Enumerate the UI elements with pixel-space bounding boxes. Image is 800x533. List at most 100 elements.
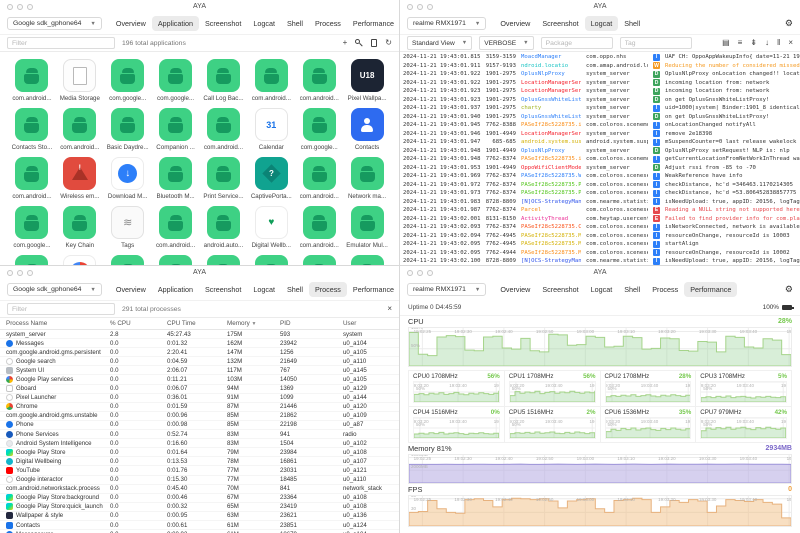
soft-wrap-icon[interactable]: ≡ [737, 38, 743, 47]
tab-logcat[interactable]: Logcat [584, 16, 619, 31]
app-item[interactable] [202, 255, 246, 265]
tab-performance[interactable]: Performance [684, 282, 738, 297]
close-button[interactable] [407, 3, 413, 10]
app-item[interactable]: com.android... [297, 59, 341, 102]
log-row[interactable]: 2024-11-21 19:43:02.095 7762-4945 PASeIf28… [403, 240, 800, 249]
process-row[interactable]: System UI 0.0 2:06.07 117M 767 u0_a145 [0, 366, 399, 376]
process-row[interactable]: Google Play Store:quick_launch 0.0 0:00.32… [0, 503, 399, 512]
process-row[interactable]: Phone 0.0 0:00.98 85M 22198 u0_a87 [0, 421, 399, 431]
log-row[interactable]: 2024-11-21 19:43:01.937 1901-2975 charty sy… [403, 104, 800, 113]
app-item[interactable]: com.android... [154, 206, 198, 249]
tab-application[interactable]: Application [157, 285, 193, 294]
process-row[interactable]: Chrome 0.0 0:01.59 87M 21446 u0_a120 [0, 403, 399, 412]
col-memory[interactable]: Memory ▼ [227, 320, 257, 327]
log-row[interactable]: 2024-11-21 19:43:01.940 1901-2975 OplusGns… [403, 113, 800, 122]
log-row[interactable]: 2024-11-21 19:43:01.953 1901-4949 OppoWifi… [403, 164, 800, 173]
process-row[interactable]: Contacts 0.0 0:00.61 61M 23851 u0_a124 [0, 521, 399, 531]
filter-input[interactable] [7, 303, 115, 315]
device-select[interactable]: Google sdk_gphone64 ▼ [7, 283, 102, 296]
log-row[interactable]: 2024-11-21 19:43:01.815 3159-3159 MoacdMan… [403, 53, 800, 62]
log-row[interactable]: 2024-11-21 19:43:02.100 8728-8809 [N]OCS-S… [403, 257, 800, 265]
app-item[interactable]: com.android... [249, 59, 293, 102]
tab-process[interactable]: Process [652, 285, 679, 294]
process-row[interactable]: Phone Services 0.0 0:52.74 83M 941 radio [0, 430, 399, 440]
app-item[interactable]: ♥ Digital Wellb... [249, 206, 293, 249]
app-item[interactable]: Emulator Mul... [345, 206, 389, 249]
app-item[interactable]: ↓ Download M... [106, 157, 150, 200]
log-row[interactable]: 2024-11-21 19:43:01.948 1901-4949 OplusNlp… [403, 147, 800, 156]
process-row[interactable]: Google interactor 0.0 0:15.30 77M 18485 u0_a1… [0, 476, 399, 485]
log-row[interactable]: 2024-11-21 19:43:01.972 7762-8374 PASeIf28… [403, 181, 800, 190]
log-row[interactable]: 2024-11-21 19:43:01.922 1901-2975 Location… [403, 79, 800, 88]
app-item[interactable]: Print Service... [202, 157, 246, 200]
app-item[interactable] [345, 255, 389, 265]
process-row[interactable]: Google Play Store 0.0 0:01.64 79M 23984 u0_a1… [0, 448, 399, 458]
filter-input[interactable] [7, 37, 115, 49]
process-row[interactable]: system_server 2.8 45:27.43 175M 593 system [0, 330, 399, 340]
log-row[interactable]: 2024-11-21 19:43:02.001 8131-8150 Activity… [403, 215, 800, 224]
app-item[interactable]: Media Storage [58, 59, 102, 102]
process-row[interactable]: Google Play Store:background 0.0 0:00.46 67… [0, 494, 399, 503]
log-level-select[interactable]: VERBOSE ▼ [479, 36, 534, 50]
settings-gear-icon[interactable]: ⚙ [784, 18, 793, 28]
process-row[interactable]: com.google.android.gms.unstable 0.0 0:00.9… [0, 412, 399, 421]
tab-screenshot[interactable]: Screenshot [205, 19, 242, 28]
app-item[interactable] [58, 255, 102, 265]
app-item[interactable] [106, 255, 150, 265]
log-row[interactable]: 2024-11-21 19:43:01.948 7762-8374 PASeIf28… [403, 155, 800, 164]
col-process-name[interactable]: Process Name [6, 320, 48, 327]
log-row[interactable]: 2024-11-21 19:43:01.969 7762-8374 PASeIf28… [403, 172, 800, 181]
close-button[interactable] [407, 269, 413, 276]
app-item[interactable]: com.android... [58, 108, 102, 151]
package-filter-input[interactable] [540, 37, 613, 49]
log-row[interactable]: 2024-11-21 19:43:01.987 7762-8374 Parcel co… [403, 206, 800, 215]
app-item[interactable]: ! Wireless em... [58, 157, 102, 200]
process-row[interactable]: Messages:rcs0.00:00.9361M18679u0_a104 [0, 530, 399, 533]
col-cpu[interactable]: % CPU [110, 320, 131, 327]
app-item[interactable]: Basic Daydre... [106, 108, 150, 151]
tab-shell[interactable]: Shell [624, 285, 641, 294]
process-row[interactable]: Gboard 0.0 0:06.07 94M 1369 u0_a129 [0, 385, 399, 394]
app-item[interactable]: com.google... [106, 59, 150, 102]
scroll-to-end-icon[interactable]: ⇟ [750, 38, 758, 47]
tab-overview[interactable]: Overview [115, 285, 146, 294]
app-item[interactable]: com.google... [10, 206, 54, 249]
save-log-icon[interactable]: ▤ [722, 38, 730, 47]
clear-log-icon[interactable]: × [788, 38, 793, 47]
tab-screenshot[interactable]: Screenshot [542, 19, 579, 28]
refresh-icon[interactable]: ↻ [385, 38, 392, 47]
log-row[interactable]: 2024-11-21 19:43:01.945 7762-8388 PASeIf28… [403, 121, 800, 130]
download-icon[interactable]: ↓ [765, 38, 770, 47]
close-button[interactable] [7, 3, 13, 10]
app-item[interactable]: com.android... [297, 206, 341, 249]
tab-process[interactable]: Process [308, 282, 347, 297]
process-row[interactable]: Messages 0.0 0:01.32 162M 23942 u0_a104 [0, 339, 399, 349]
app-item[interactable]: com.android... [202, 108, 246, 151]
app-item[interactable]: com.google... [297, 108, 341, 151]
tag-filter-input[interactable] [619, 37, 692, 49]
tab-overview[interactable]: Overview [115, 19, 146, 28]
tab-overview[interactable]: Overview [500, 285, 531, 294]
process-row[interactable]: Google search 0.0 0:04.59 132M 21649 u0_a110 [0, 357, 399, 367]
tab-process[interactable]: Process [314, 19, 341, 28]
app-item[interactable]: com.android... [10, 157, 54, 200]
kill-process-icon[interactable]: × [387, 304, 392, 313]
tab-shell[interactable]: Shell [624, 19, 641, 28]
app-item[interactable]: Contacts [345, 108, 389, 151]
tab-overview[interactable]: Overview [500, 19, 531, 28]
log-row[interactable]: 2024-11-21 19:43:01.973 7762-8374 PASeIf28… [403, 189, 800, 198]
tab-shell[interactable]: Shell [286, 19, 303, 28]
app-item[interactable]: Companion ... [154, 108, 198, 151]
app-item[interactable]: com.android... [297, 157, 341, 200]
app-item[interactable]: com.google... [154, 59, 198, 102]
log-row[interactable]: 2024-11-21 19:43:01.923 1901-2975 Location… [403, 87, 800, 96]
search-icon[interactable] [355, 39, 363, 47]
col-pid[interactable]: PID [280, 320, 291, 327]
log-row[interactable]: 2024-11-21 19:43:02.095 7762-4944 PASeIf28… [403, 249, 800, 258]
log-row[interactable]: 2024-11-21 19:43:01.911 9157-9193 ndroid.l… [403, 62, 800, 71]
app-item[interactable]: Call Log Bac... [202, 59, 246, 102]
app-item[interactable]: ? CaptivePorta... [249, 157, 293, 200]
export-icon[interactable] [371, 39, 378, 47]
app-item[interactable]: Network ma... [345, 157, 389, 200]
log-row[interactable]: 2024-11-21 19:43:02.094 7762-4945 PASeIf28… [403, 232, 800, 241]
